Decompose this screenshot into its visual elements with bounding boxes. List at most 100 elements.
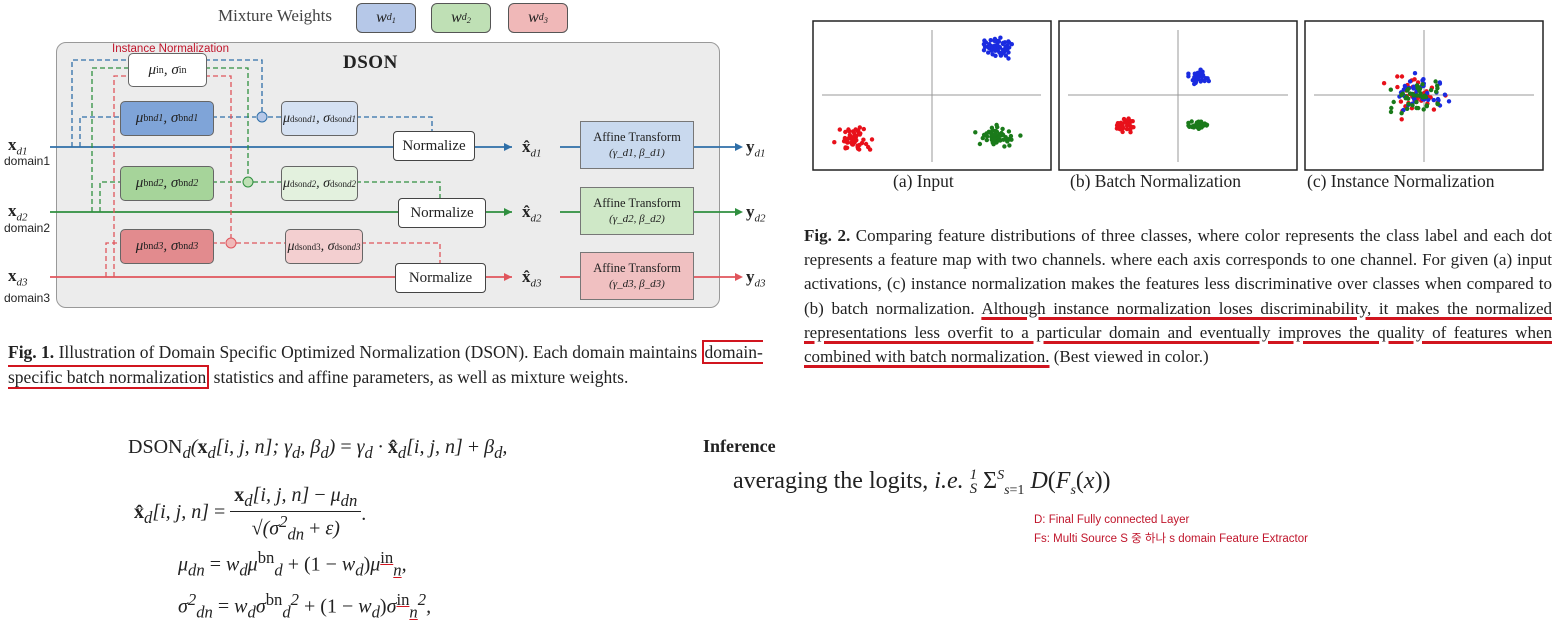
- equation-dson: DSONd(xd[i, j, n]; γd, βd) = γd · x̂d[i,…: [128, 436, 508, 462]
- weight-box-d1: w d1: [356, 3, 416, 33]
- dot-class-blue: [981, 48, 987, 53]
- dot-class-green: [1198, 119, 1204, 124]
- dot-class-green: [1428, 87, 1434, 93]
- fig1-caption-text-post: statistics and affine parameters, as wel…: [209, 366, 629, 387]
- dot-class-green: [986, 130, 992, 135]
- fig2-caption-label: Fig. 2.: [804, 226, 851, 245]
- dot-class-blue: [1431, 97, 1436, 103]
- dot-class-green: [1406, 101, 1411, 107]
- dot-class-green: [1008, 133, 1014, 139]
- dot-class-red: [859, 140, 865, 146]
- dot-class-red: [1395, 74, 1400, 79]
- dot-class-blue: [1436, 98, 1441, 103]
- dot-class-red: [1431, 107, 1437, 112]
- inference-title: Inference: [703, 436, 776, 456]
- dot-class-green: [1434, 89, 1439, 94]
- dot-class-red: [847, 129, 852, 134]
- dot-class-red: [1126, 116, 1131, 121]
- weight-box-d3: w d3: [508, 3, 568, 33]
- dot-class-green: [977, 141, 983, 147]
- dot-class-red: [1115, 124, 1120, 129]
- dot-class-blue: [1198, 79, 1203, 84]
- dot-class-red: [849, 135, 855, 140]
- domain-label-2: domain2: [4, 221, 51, 235]
- dot-class-blue: [1006, 56, 1011, 61]
- dot-class-green: [1408, 91, 1413, 96]
- dot-class-red: [1398, 99, 1404, 104]
- dot-class-red: [866, 144, 871, 150]
- fig2-caption-text-post: (Best viewed in color.): [1049, 347, 1209, 367]
- dot-class-blue: [998, 53, 1004, 58]
- dot-class-blue: [995, 48, 1000, 53]
- affine-box-d3: Affine Transform (γ_d3, β_d3): [580, 252, 694, 300]
- dot-class-blue: [1003, 53, 1008, 58]
- fig2-caption: Fig. 2. Comparing feature distributions …: [804, 224, 1552, 369]
- dot-class-red: [841, 139, 847, 144]
- mixture-weights-label: Mixture Weights: [218, 6, 333, 25]
- fig2-caption-underlined: Although instance normalization loses di…: [804, 298, 1552, 367]
- dot-class-green: [1433, 79, 1438, 84]
- dson-title: DSON: [343, 52, 398, 73]
- dot-class-red: [845, 140, 850, 145]
- dot-class-green: [992, 132, 997, 137]
- dot-class-blue: [1205, 76, 1210, 81]
- dot-class-green: [1410, 103, 1415, 108]
- dot-class-green: [1006, 129, 1012, 134]
- bn-stats-box-d1: μ bn d1, σ bn d1: [120, 101, 214, 136]
- dot-class-green: [1000, 126, 1005, 132]
- dot-class-blue: [1199, 71, 1204, 76]
- dot-class-red: [857, 125, 862, 130]
- fig2-caption-text-pre: Comparing feature distributions of three…: [804, 226, 1552, 318]
- dot-class-green: [1435, 83, 1440, 88]
- dot-class-red: [843, 145, 848, 150]
- dot-class-green: [1389, 105, 1394, 111]
- dot-class-green: [1415, 85, 1420, 91]
- dot-class-green: [1189, 119, 1194, 124]
- domain-label-1: domain1: [4, 154, 51, 168]
- dot-class-blue: [1446, 99, 1452, 104]
- output-label-d1: yd1: [746, 137, 766, 160]
- input-label-d1: xd1: [8, 135, 28, 158]
- dot-class-blue: [986, 44, 991, 50]
- normalize-box-d1: Normalize: [393, 131, 475, 161]
- dson-stats-box-d2: μ dson d2, σ dson d2: [281, 166, 358, 201]
- dot-class-red: [861, 126, 866, 132]
- panel-label-in: (c) Instance Normalization: [1307, 171, 1495, 191]
- dot-class-green: [1414, 99, 1419, 105]
- dot-class-red: [861, 137, 866, 142]
- dot-class-blue: [1407, 79, 1413, 84]
- dot-class-green: [1421, 107, 1426, 112]
- dot-class-green: [1391, 99, 1396, 105]
- dot-class-green: [1414, 105, 1419, 111]
- dot-class-red: [1124, 126, 1130, 132]
- dot-class-blue: [993, 38, 999, 44]
- xhat-label-d3: x̂d3: [522, 267, 542, 290]
- instance-stats-box: μ in, σ in: [128, 53, 207, 87]
- dot-class-green: [1388, 87, 1393, 92]
- dot-class-blue: [1007, 40, 1012, 45]
- dot-class-red: [857, 132, 862, 137]
- dson-stats-box-d3: μ dson d3, σ dson d3: [285, 229, 363, 264]
- fig1-caption: Fig. 1. Illustration of Domain Specific …: [8, 340, 776, 389]
- dot-class-green: [984, 137, 989, 143]
- panel-label-input: (a) Input: [893, 171, 954, 191]
- dot-class-green: [1186, 120, 1191, 126]
- dot-class-green: [1195, 123, 1200, 129]
- dot-class-red: [832, 140, 837, 145]
- dot-class-blue: [988, 38, 993, 43]
- fig1-caption-highlight: domain-specific batch normalization: [8, 340, 763, 389]
- dot-class-green: [1189, 124, 1194, 129]
- dot-class-blue: [1000, 41, 1006, 47]
- dot-class-red: [1412, 77, 1417, 82]
- bn-stats-box-d3: μ bn d3, σ bn d3: [120, 229, 214, 264]
- dot-class-green: [1405, 88, 1410, 93]
- dot-class-green: [1406, 96, 1411, 101]
- output-label-d3: yd3: [746, 267, 766, 290]
- dot-class-blue: [1192, 71, 1197, 76]
- dot-class-green: [991, 142, 996, 147]
- equation-sigma: σ2dn = wdσbnd2 + (1 − wd)σinn2,: [178, 590, 432, 622]
- dot-class-blue: [1411, 86, 1416, 91]
- dot-class-green: [1420, 82, 1425, 87]
- normalize-box-d3: Normalize: [395, 263, 486, 293]
